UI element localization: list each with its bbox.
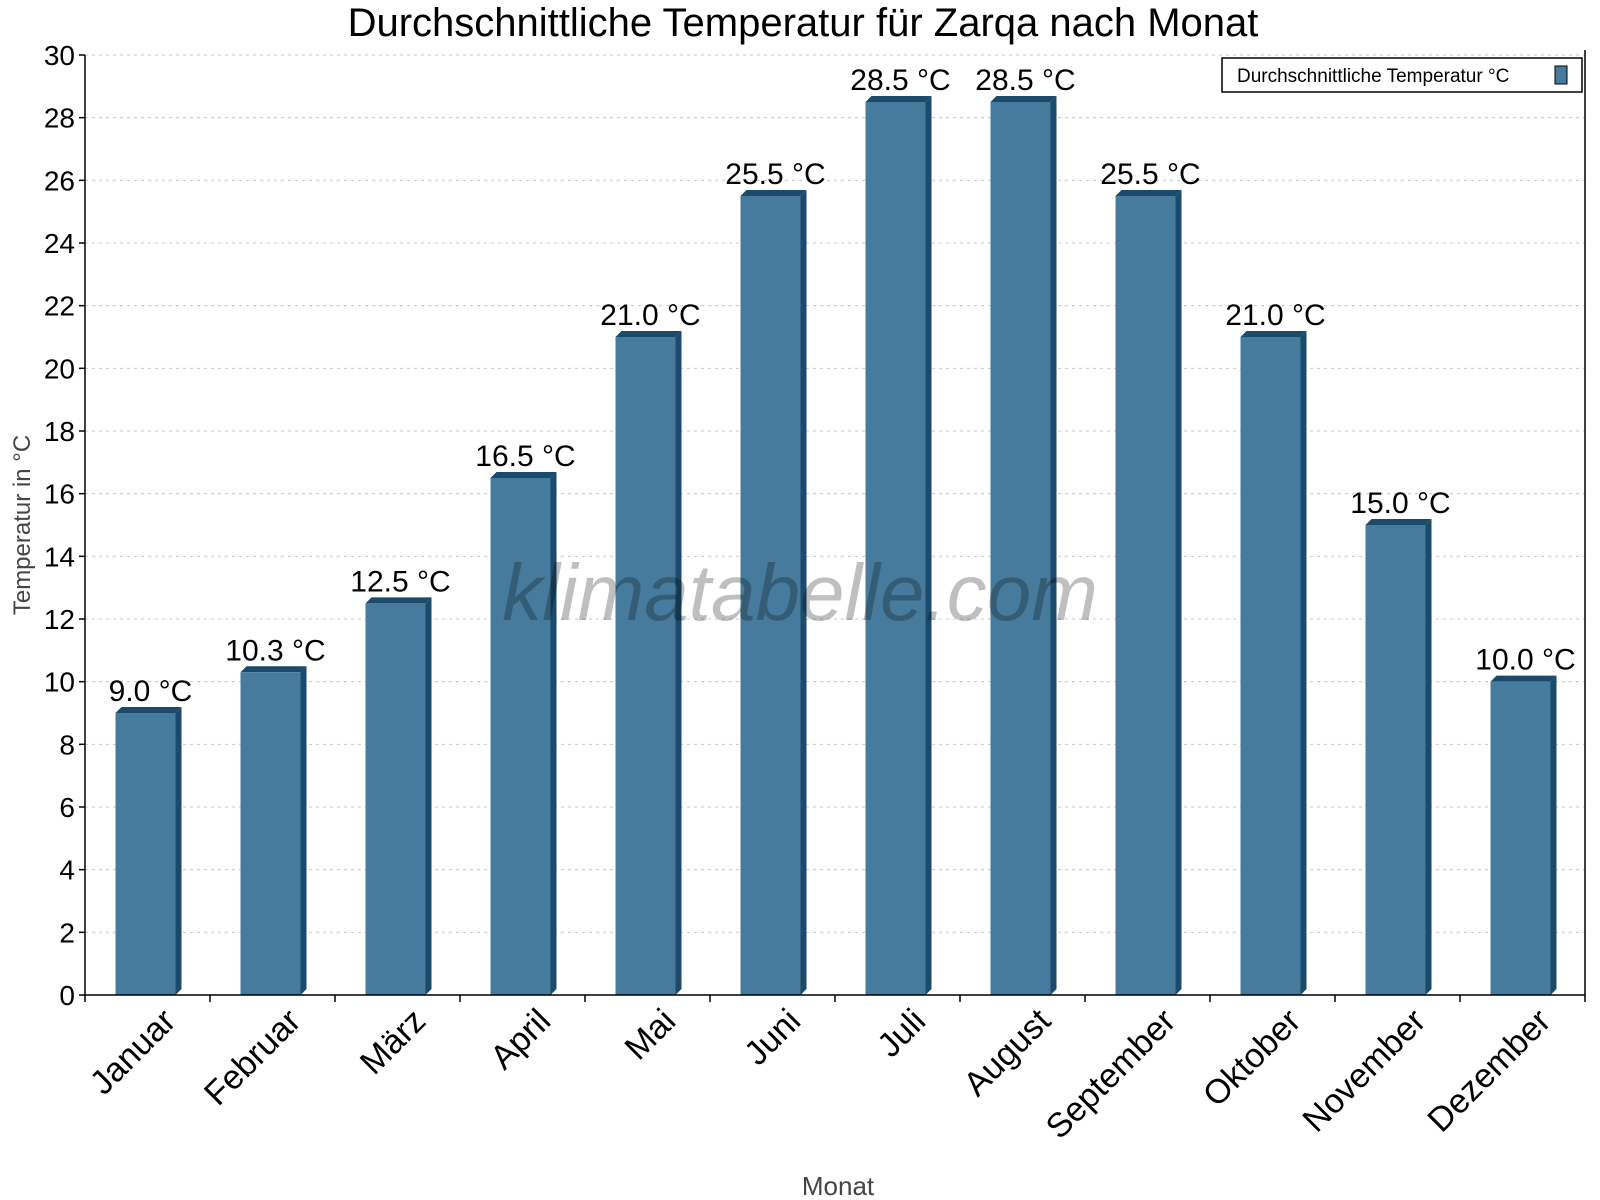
x-tick-label: September — [1039, 1002, 1183, 1146]
y-tick-label: 8 — [59, 729, 75, 760]
x-tick-label: März — [353, 1002, 433, 1082]
bar — [490, 478, 551, 995]
bar-side — [1300, 331, 1307, 995]
x-tick-label: Mai — [618, 1002, 684, 1068]
bar-side — [800, 190, 807, 995]
x-tick-label: Juli — [870, 1002, 933, 1065]
bar-top — [1115, 190, 1182, 196]
data-label: 28.5 °C — [850, 64, 950, 97]
x-tick-label: Oktober — [1196, 1002, 1308, 1114]
data-label: 10.0 °C — [1475, 644, 1575, 677]
y-tick-label: 6 — [59, 792, 75, 823]
bar — [1365, 525, 1426, 995]
bar-top — [1365, 519, 1432, 525]
legend-swatch — [1554, 65, 1568, 85]
bar-side — [1175, 190, 1182, 995]
bar-top — [240, 666, 307, 673]
bar — [865, 102, 926, 995]
bar-top — [615, 331, 682, 337]
bar-top — [1490, 675, 1557, 682]
bar — [115, 713, 176, 995]
y-tick-label: 24 — [44, 228, 75, 259]
y-tick-label: 20 — [44, 353, 75, 384]
data-label: 10.3 °C — [225, 634, 325, 667]
y-tick-label: 18 — [44, 416, 75, 447]
y-tick-label: 0 — [59, 980, 75, 1011]
bar-side — [1550, 675, 1557, 995]
bar-top — [1240, 331, 1307, 337]
bar — [1490, 681, 1551, 995]
bar-top — [990, 96, 1057, 102]
y-tick-label: 28 — [44, 103, 75, 134]
bar-side — [550, 472, 557, 995]
y-axis-label: Temperatur in °C — [9, 435, 36, 615]
y-tick-label: 22 — [44, 291, 75, 322]
legend-label: Durchschnittliche Temperatur °C — [1237, 66, 1509, 87]
data-label: 25.5 °C — [725, 158, 825, 191]
x-tick-label: Juni — [737, 1002, 808, 1073]
data-label: 12.5 °C — [350, 565, 450, 598]
y-tick-label: 12 — [44, 604, 75, 635]
bar-side — [675, 331, 682, 995]
bar-top — [115, 707, 182, 713]
x-tick-label: August — [956, 1001, 1058, 1103]
bar-top — [740, 190, 807, 196]
y-tick-label: 26 — [44, 165, 75, 196]
data-label: 15.0 °C — [1350, 487, 1450, 520]
bar-side — [925, 96, 932, 995]
data-label: 21.0 °C — [1225, 299, 1325, 332]
y-tick-label: 4 — [59, 855, 75, 886]
watermark: klimatabelle.com — [502, 548, 1098, 637]
y-tick-label: 14 — [44, 541, 75, 572]
bar-top — [490, 472, 557, 478]
y-tick-label: 30 — [44, 40, 75, 71]
bar — [615, 337, 676, 995]
y-tick-label: 2 — [59, 917, 75, 948]
x-tick-label: November — [1295, 1002, 1433, 1140]
bar-side — [1425, 519, 1432, 995]
x-tick-label: April — [483, 1002, 558, 1077]
bar-side — [175, 707, 182, 995]
bar-side — [300, 666, 307, 995]
data-label: 16.5 °C — [475, 440, 575, 473]
x-tick-label: Januar — [83, 1002, 183, 1102]
bar-top — [865, 96, 932, 102]
data-label: 21.0 °C — [600, 299, 700, 332]
legend-box — [1221, 57, 1583, 93]
data-label: 28.5 °C — [975, 64, 1075, 97]
y-tick-label: 10 — [44, 667, 75, 698]
bar — [365, 603, 426, 995]
bar — [240, 672, 301, 995]
legend: Durchschnittliche Temperatur °C — [1221, 57, 1583, 93]
bar — [1240, 337, 1301, 995]
chart-title: Durchschnittliche Temperatur für Zarqa n… — [348, 1, 1259, 45]
bar — [1115, 196, 1176, 995]
data-label: 25.5 °C — [1100, 158, 1200, 191]
bar-side — [1050, 96, 1057, 995]
y-tick-label: 16 — [44, 479, 75, 510]
x-axis-label: Monat — [802, 1171, 875, 1200]
x-tick-label: Februar — [197, 1002, 308, 1113]
bar-top — [365, 597, 432, 604]
bar — [740, 196, 801, 995]
bar-side — [425, 597, 432, 995]
x-tick-label: Dezember — [1420, 1002, 1558, 1140]
data-label: 9.0 °C — [109, 675, 193, 708]
bar — [990, 102, 1051, 995]
